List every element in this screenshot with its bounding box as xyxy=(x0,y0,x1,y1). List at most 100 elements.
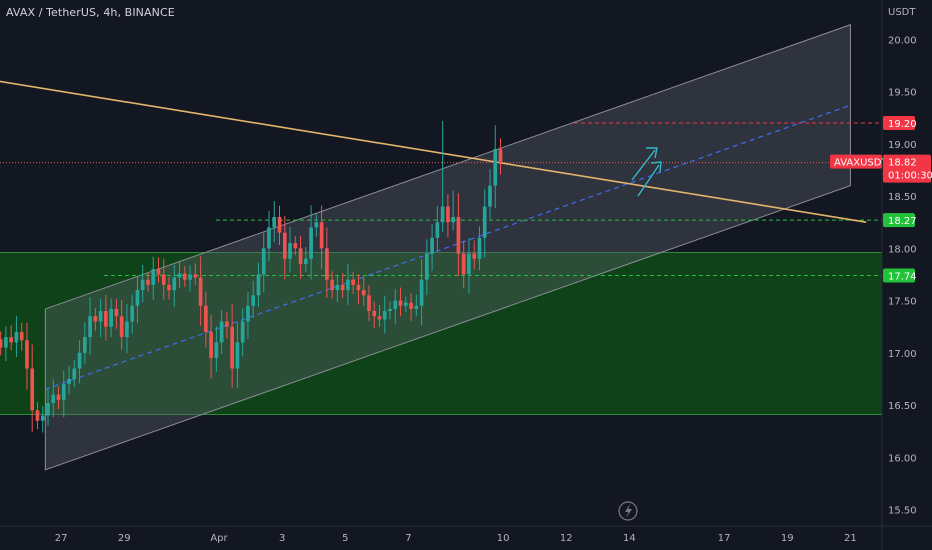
candle-64 xyxy=(335,284,340,291)
lightning-icon[interactable] xyxy=(618,501,638,521)
candle-81 xyxy=(425,253,429,280)
candle-70 xyxy=(367,295,371,312)
y-tick-label: 18.00 xyxy=(888,244,917,255)
candle-79 xyxy=(414,305,419,309)
candle-32 xyxy=(167,284,171,291)
candle-16 xyxy=(82,337,87,353)
candle-75 xyxy=(393,300,398,309)
candle-90 xyxy=(472,253,477,259)
price-tag-bg-0 xyxy=(883,115,915,130)
candle-47 xyxy=(246,305,250,322)
candle-52 xyxy=(272,216,277,228)
candle-76 xyxy=(398,300,403,306)
green-zone xyxy=(0,252,882,415)
y-tick-label: 19.00 xyxy=(888,140,917,151)
drawing-lines-group xyxy=(0,80,882,276)
candle-94 xyxy=(493,149,498,186)
candle-65 xyxy=(340,284,345,291)
x-tick-label: 27 xyxy=(55,533,68,544)
candle-50 xyxy=(261,248,266,275)
candle-92 xyxy=(482,206,487,238)
candle-54 xyxy=(282,232,287,259)
candle-36 xyxy=(188,274,192,280)
arrow-up-2 xyxy=(637,164,660,197)
candle-93 xyxy=(488,185,492,207)
price-tag-bg-1 xyxy=(883,213,915,228)
candle-59 xyxy=(309,227,313,259)
candle-7 xyxy=(35,410,40,421)
candle-91 xyxy=(477,237,482,259)
candle-34 xyxy=(177,273,182,278)
candle-2 xyxy=(9,337,13,343)
arrow-up-1-head xyxy=(646,147,658,159)
x-tick-label: 3 xyxy=(279,533,285,544)
candle-43 xyxy=(225,321,229,327)
y-tick-label: 16.50 xyxy=(888,401,917,412)
channel-group xyxy=(44,24,851,471)
candle-56 xyxy=(293,243,298,249)
candle-48 xyxy=(251,295,256,306)
candle-29 xyxy=(151,269,156,285)
candle-40 xyxy=(209,331,213,359)
candle-51 xyxy=(267,227,271,249)
candle-85 xyxy=(446,206,450,223)
candle-30 xyxy=(156,269,161,275)
candle-1 xyxy=(4,337,8,348)
candle-3 xyxy=(14,331,19,343)
candle-0 xyxy=(0,339,3,348)
candle-41 xyxy=(214,342,219,359)
candle-72 xyxy=(377,316,382,320)
arrows-group xyxy=(631,147,662,197)
candle-57 xyxy=(298,248,303,264)
candles-group xyxy=(0,120,503,433)
candle-countdown: 01:00:30 xyxy=(888,171,932,182)
trendline xyxy=(0,80,867,223)
candle-14 xyxy=(72,368,77,379)
candle-80 xyxy=(419,279,424,306)
candle-87 xyxy=(456,216,461,254)
current-price-tag-bg xyxy=(883,154,931,183)
candle-69 xyxy=(361,290,366,296)
y-tick-label: 17.00 xyxy=(888,349,917,360)
x-tick-label: 19 xyxy=(781,533,794,544)
symbol-tag-bg xyxy=(830,154,882,169)
candle-37 xyxy=(193,274,198,278)
candle-82 xyxy=(430,237,434,254)
candle-24 xyxy=(125,321,129,338)
y-tick-label: 18.50 xyxy=(888,192,917,203)
candle-28 xyxy=(146,279,150,285)
candle-18 xyxy=(93,316,98,322)
y-tick-label: 17.50 xyxy=(888,297,917,308)
candle-68 xyxy=(356,284,361,291)
candle-61 xyxy=(319,222,324,249)
candle-77 xyxy=(403,302,408,306)
arrow-up-2-head xyxy=(650,161,662,173)
candle-10 xyxy=(51,394,56,403)
candle-42 xyxy=(219,321,224,343)
candle-95 xyxy=(498,149,503,163)
x-tick-label: Apr xyxy=(210,533,228,544)
y-tick-label: 16.00 xyxy=(888,453,917,464)
candle-9 xyxy=(46,402,50,416)
candle-46 xyxy=(240,321,245,343)
candle-15 xyxy=(77,352,82,369)
symbol-tag: AVAXUSDT xyxy=(834,158,888,169)
candle-25 xyxy=(130,305,135,322)
current-price-value: 18.82 xyxy=(888,158,917,169)
candle-71 xyxy=(372,311,377,317)
x-tick-label: 5 xyxy=(342,533,348,544)
x-tick-label: 17 xyxy=(718,533,731,544)
candle-45 xyxy=(235,342,240,369)
y-tick-label: 20.00 xyxy=(888,35,917,46)
candle-38 xyxy=(198,277,203,306)
candle-17 xyxy=(88,316,92,338)
candle-55 xyxy=(288,243,292,259)
price-tag-label: 17.74 xyxy=(888,271,917,282)
candle-19 xyxy=(98,311,103,322)
candle-27 xyxy=(140,279,145,291)
price-axis-unit: USDT xyxy=(888,7,916,18)
arrow-up-1 xyxy=(631,149,656,181)
candle-86 xyxy=(451,216,455,223)
